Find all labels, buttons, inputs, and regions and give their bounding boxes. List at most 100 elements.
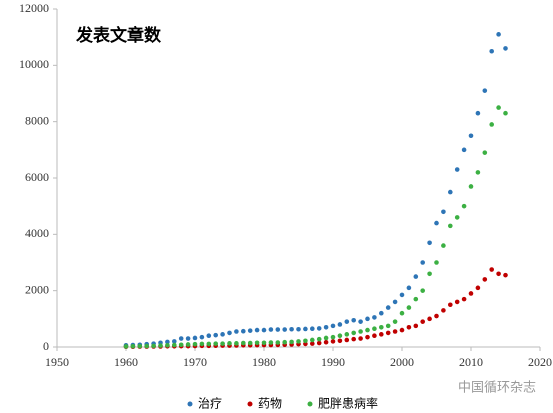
- point: [385, 330, 391, 336]
- point: [144, 343, 149, 349]
- point: [461, 296, 467, 302]
- point: [337, 338, 343, 344]
- point: [178, 336, 184, 341]
- point: [358, 329, 363, 334]
- point: [482, 150, 488, 155]
- point: [130, 343, 136, 349]
- point: [337, 322, 343, 327]
- point: [282, 339, 288, 345]
- point: [468, 291, 474, 296]
- point: [392, 299, 398, 305]
- point: [489, 267, 495, 272]
- point: [489, 122, 495, 127]
- point: [503, 46, 508, 51]
- point: [406, 305, 412, 310]
- point: [275, 327, 281, 332]
- point: [399, 292, 405, 298]
- point: [392, 319, 398, 324]
- point: [172, 342, 177, 348]
- point: [468, 133, 474, 139]
- point: [316, 340, 322, 346]
- point: [227, 330, 232, 336]
- point: [468, 184, 474, 189]
- point: [199, 334, 205, 340]
- point: [496, 271, 501, 277]
- point: [254, 340, 260, 346]
- point: [220, 332, 225, 337]
- point: [496, 105, 501, 110]
- point: [399, 327, 405, 333]
- y-tick-label: 10000: [19, 57, 49, 71]
- point: [365, 327, 370, 333]
- point: [441, 243, 446, 248]
- point: [172, 339, 177, 344]
- point: [406, 285, 412, 291]
- y-tick-label: 0: [43, 339, 49, 353]
- point: [496, 32, 501, 37]
- point: [454, 299, 460, 305]
- x-tick-label: 2000: [390, 355, 414, 369]
- point: [289, 339, 294, 345]
- point: [420, 260, 426, 265]
- point: [413, 296, 419, 302]
- point: [427, 316, 432, 322]
- point: [275, 340, 281, 345]
- y-tick-label: 8000: [25, 113, 49, 127]
- point: [158, 343, 163, 348]
- legend-marker: [247, 401, 253, 407]
- point: [385, 305, 391, 310]
- point: [303, 338, 308, 344]
- point: [379, 324, 384, 330]
- y-tick-label: 2000: [25, 282, 49, 296]
- point: [323, 324, 329, 330]
- point: [379, 310, 384, 316]
- point: [351, 330, 357, 336]
- chart-title: 发表文章数: [75, 25, 162, 46]
- point: [234, 341, 239, 346]
- point: [185, 342, 191, 347]
- point: [316, 326, 322, 331]
- point: [503, 110, 508, 116]
- point: [489, 48, 495, 54]
- point: [475, 170, 481, 175]
- point: [192, 341, 198, 347]
- point: [282, 327, 288, 332]
- point: [323, 335, 329, 341]
- point: [434, 260, 439, 265]
- point: [330, 339, 336, 344]
- point: [358, 336, 363, 341]
- point: [137, 343, 143, 349]
- point: [399, 310, 405, 316]
- x-tick-label: 1970: [183, 355, 207, 369]
- point: [213, 332, 218, 338]
- point: [296, 339, 301, 344]
- y-tick-label: 4000: [25, 226, 49, 240]
- point: [461, 147, 467, 153]
- point: [227, 341, 232, 346]
- point: [427, 271, 432, 277]
- point: [289, 326, 294, 332]
- point: [448, 223, 453, 229]
- point: [461, 203, 467, 209]
- point: [372, 326, 377, 331]
- point: [323, 339, 329, 345]
- point: [365, 334, 370, 340]
- point: [379, 332, 384, 337]
- x-tick-label: 1990: [321, 355, 345, 369]
- point: [344, 319, 350, 324]
- point: [268, 340, 274, 345]
- point: [296, 326, 301, 332]
- point: [123, 344, 129, 349]
- point: [344, 332, 350, 337]
- x-tick-label: 1960: [114, 355, 138, 369]
- x-tick-label: 1950: [45, 355, 69, 369]
- point: [482, 88, 488, 93]
- point: [358, 319, 363, 324]
- point: [503, 272, 508, 278]
- point: [413, 323, 419, 329]
- point: [241, 340, 246, 346]
- y-tick-label: 12000: [19, 1, 49, 15]
- point: [310, 341, 315, 346]
- point: [234, 329, 239, 334]
